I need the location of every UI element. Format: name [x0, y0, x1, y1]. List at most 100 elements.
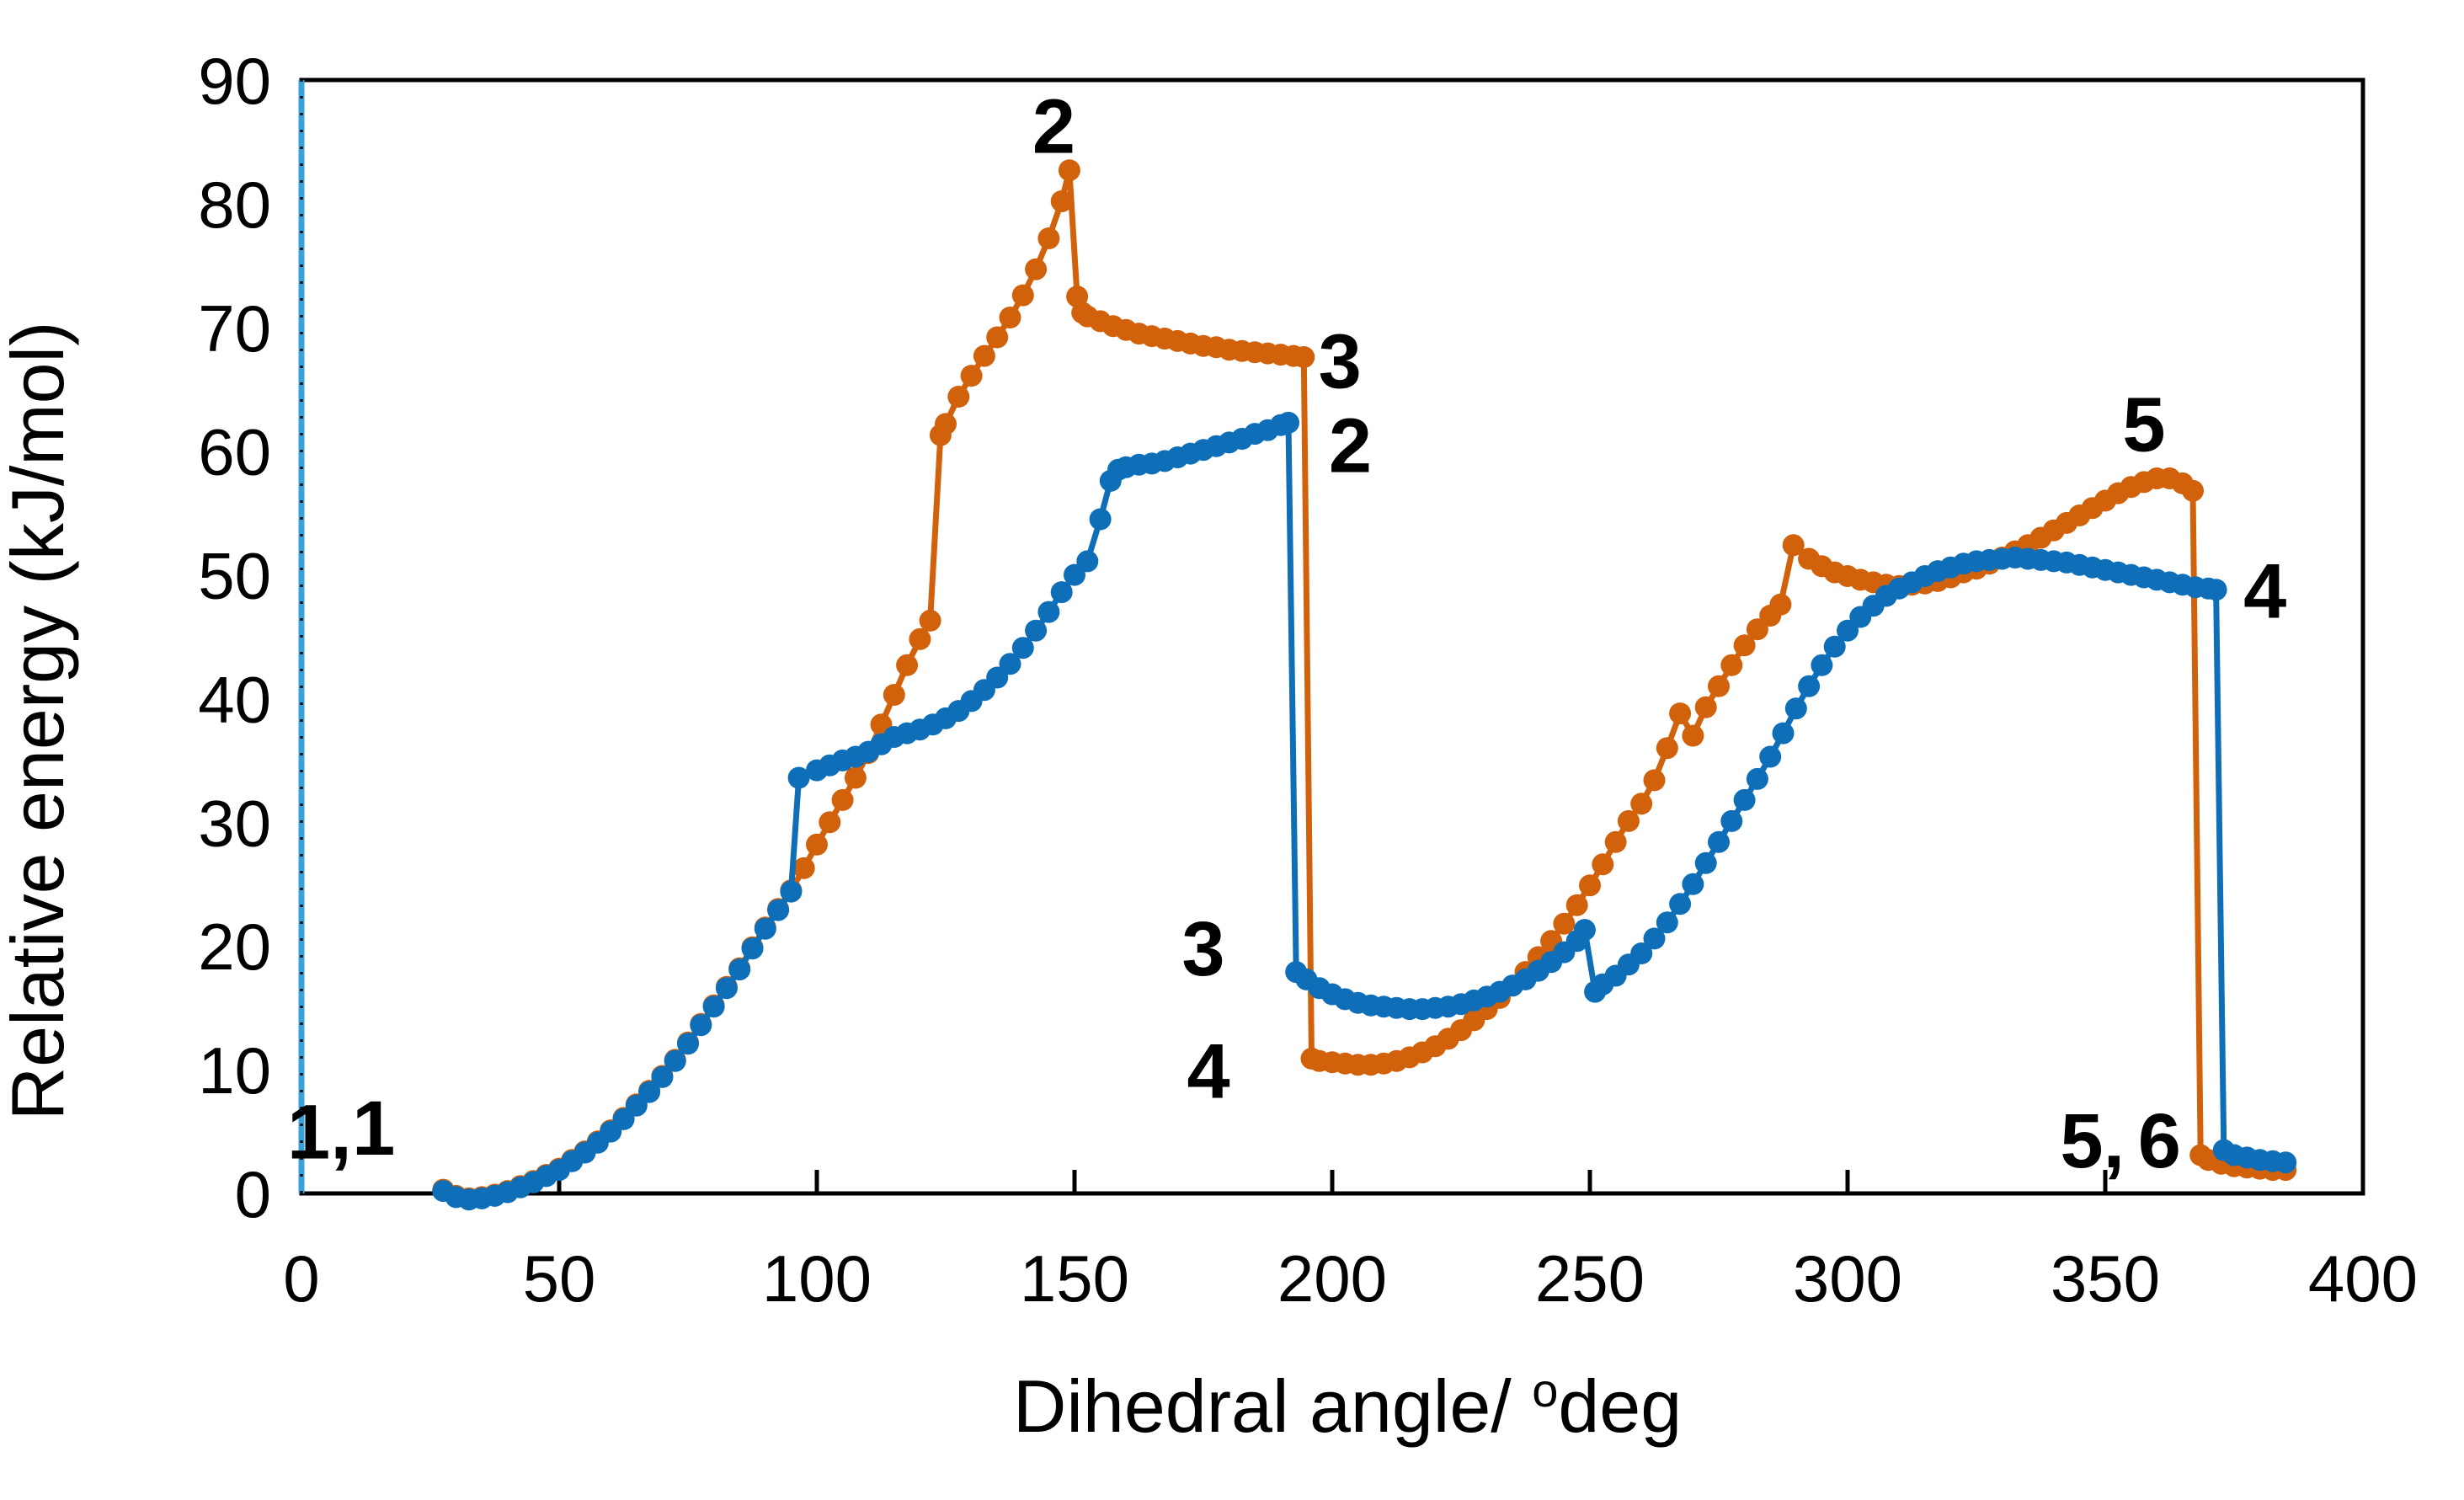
- data-point-marker: [754, 917, 776, 940]
- data-point-marker: [1769, 593, 1792, 616]
- plot-area-frame: [299, 77, 2365, 1196]
- data-point-marker: [1076, 550, 1099, 573]
- data-point-marker: [1772, 722, 1795, 745]
- data-point-marker: [1669, 893, 1692, 915]
- data-point-marker: [728, 958, 751, 981]
- data-point-marker: [1682, 724, 1704, 747]
- data-point-marker: [1643, 927, 1666, 950]
- data-point-marker: [986, 666, 1009, 689]
- x-axis-title-superscript: o: [1532, 1364, 1558, 1417]
- data-point-marker: [2275, 1151, 2297, 1174]
- data-point-marker: [973, 344, 995, 367]
- data-point-marker: [1720, 809, 1743, 832]
- x-axis-title-main: Dihedral angle/: [1013, 1364, 1532, 1448]
- data-point-marker: [819, 811, 841, 834]
- data-point-marker: [1656, 737, 1678, 760]
- data-point-marker: [792, 857, 815, 879]
- data-point-marker: [844, 766, 867, 789]
- data-point-marker: [612, 1108, 635, 1130]
- y-axis-title: Relative energy (kJ/mol): [0, 322, 79, 1121]
- y-tick-label: 80: [198, 168, 271, 242]
- x-tick-label: 400: [2308, 1241, 2418, 1316]
- data-point-marker: [1784, 697, 1807, 720]
- data-point-marker: [909, 627, 931, 650]
- y-tick-label: 60: [198, 415, 271, 489]
- x-tick-label: 350: [2051, 1241, 2160, 1316]
- data-point-marker: [1798, 675, 1821, 697]
- data-point-marker: [1050, 581, 1073, 604]
- data-point-marker: [947, 386, 970, 408]
- data-point-marker: [1759, 745, 1782, 768]
- data-point-marker: [1708, 675, 1730, 697]
- annotation-label: 3: [1181, 906, 1224, 992]
- data-point-marker: [1643, 769, 1666, 792]
- data-point-marker: [831, 788, 854, 811]
- data-point-marker: [999, 307, 1021, 328]
- series-line-forward-scan: [441, 167, 2286, 1202]
- data-point-marker: [767, 899, 790, 921]
- data-point-marker: [1573, 919, 1596, 942]
- data-point-marker: [651, 1065, 674, 1088]
- y-axis-tick-labels: 0 10 20 30 40 50 60 70 80 90: [198, 44, 271, 1231]
- data-point-marker: [806, 833, 828, 856]
- y-tick-label: 20: [198, 910, 271, 984]
- x-tick-label: 200: [1277, 1241, 1387, 1316]
- x-axis-title: Dihedral angle/ odeg: [1013, 1364, 1682, 1448]
- x-tick-label: 100: [762, 1241, 872, 1316]
- data-point-marker: [883, 684, 905, 706]
- data-point-marker: [1746, 767, 1768, 790]
- data-point-marker: [1669, 702, 1692, 725]
- y-tick-label: 90: [198, 44, 271, 118]
- data-point-marker: [787, 766, 810, 789]
- data-point-marker: [1592, 853, 1614, 876]
- data-point-marker: [2205, 579, 2227, 601]
- data-point-marker: [1694, 851, 1717, 874]
- x-axis-tick-labels: 0 50 100 150 200 250 300 350 400: [283, 1241, 2418, 1316]
- x-tick-label: 0: [283, 1241, 319, 1316]
- data-point-marker: [1604, 830, 1627, 853]
- annotation-label: 6: [2138, 1098, 2181, 1184]
- x-tick-label: 250: [1535, 1241, 1645, 1316]
- data-point-marker: [919, 609, 941, 632]
- data-point-marker: [638, 1081, 661, 1103]
- data-point-marker: [1630, 793, 1653, 815]
- data-point-marker: [1837, 619, 1859, 642]
- y-tick-label: 30: [198, 786, 271, 860]
- data-point-marker: [986, 326, 1009, 349]
- series-blue: [432, 411, 2297, 1211]
- annotation-label: 2: [1329, 403, 1372, 488]
- data-point-marker: [1037, 227, 1060, 249]
- data-point-marker: [1050, 190, 1073, 212]
- data-point-marker: [935, 413, 957, 435]
- annotation-label: 5: [2122, 382, 2165, 467]
- data-point-marker: [1064, 563, 1085, 586]
- data-point-marker: [1293, 346, 1315, 368]
- y-tick-label: 70: [198, 291, 271, 366]
- data-point-marker: [1733, 788, 1756, 811]
- annotation-label: 3: [1319, 318, 1362, 404]
- data-point-marker: [1011, 284, 1034, 307]
- data-point-marker: [1630, 942, 1653, 964]
- data-point-marker: [1708, 830, 1730, 853]
- annotation-label: 2: [1032, 83, 1075, 169]
- data-point-marker: [1694, 696, 1717, 718]
- y-tick-label: 40: [198, 662, 271, 736]
- data-point-marker: [1746, 618, 1768, 641]
- data-point-marker: [1025, 258, 1048, 280]
- data-point-marker: [741, 937, 764, 960]
- data-point-marker: [1720, 654, 1743, 676]
- y-tick-label: 0: [235, 1157, 271, 1231]
- data-point-marker: [1025, 619, 1048, 642]
- data-point-marker: [625, 1094, 648, 1117]
- data-point-marker: [1058, 159, 1080, 182]
- series-orange: [432, 159, 2297, 1209]
- data-point-marker: [1823, 635, 1846, 658]
- series-line-reverse-scan: [441, 419, 2286, 1203]
- data-point-marker: [1811, 654, 1833, 676]
- annotation-label: 1,: [287, 1090, 352, 1176]
- annotation-label: 5,: [2060, 1098, 2125, 1184]
- data-point-marker: [1579, 874, 1601, 897]
